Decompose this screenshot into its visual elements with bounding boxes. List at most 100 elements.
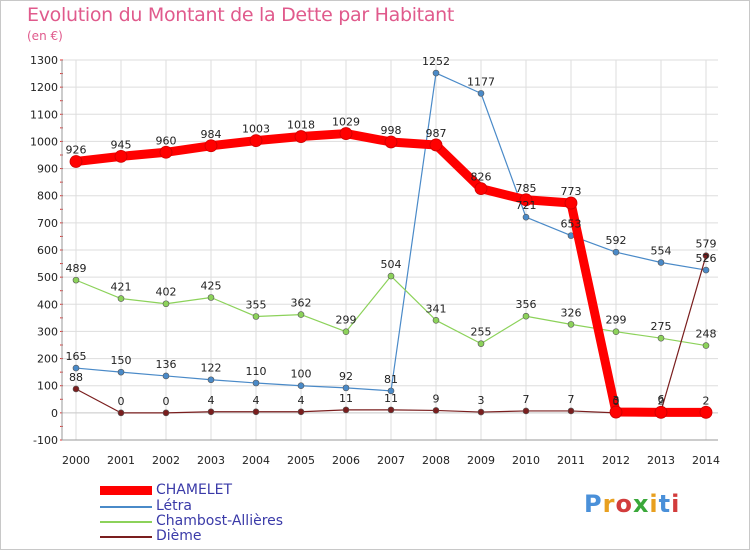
data-point (159, 145, 173, 159)
x-tick-label: 2005 (287, 454, 315, 467)
data-label: 721 (516, 199, 537, 212)
data-label: 275 (651, 320, 672, 333)
data-label: 3 (613, 394, 620, 407)
data-point (114, 149, 128, 163)
data-label: 653 (561, 218, 582, 231)
data-point (252, 379, 260, 387)
legend-label-chamelet: CHAMELET (156, 482, 233, 498)
data-label: 299 (336, 314, 357, 327)
x-tick-label: 2006 (332, 454, 360, 467)
y-tick-label: 200 (37, 353, 58, 366)
data-label: 7 (523, 393, 530, 406)
data-label: 0 (163, 395, 170, 408)
y-tick-label: 800 (37, 190, 58, 203)
data-point (477, 90, 485, 97)
data-label: 926 (66, 144, 87, 157)
data-label: 165 (66, 350, 87, 363)
data-label: 998 (381, 124, 402, 137)
y-tick-label: 1100 (30, 108, 58, 121)
data-label: 554 (651, 244, 672, 257)
data-point (117, 409, 125, 417)
y-tick-label: 600 (37, 244, 58, 257)
data-point (252, 408, 260, 416)
data-label: 299 (606, 314, 627, 327)
data-label: 150 (111, 354, 132, 367)
data-point (69, 155, 83, 168)
data-label: 425 (201, 280, 222, 293)
data-point (204, 139, 218, 153)
data-point (657, 334, 665, 342)
data-label: 1029 (332, 116, 360, 129)
data-label: 504 (381, 258, 402, 271)
data-label: 6 (658, 393, 665, 406)
data-label: 100 (291, 368, 312, 381)
data-point (384, 135, 398, 149)
data-label: 0 (118, 395, 125, 408)
data-label: 248 (696, 328, 717, 341)
data-label: 88 (69, 371, 83, 384)
x-tick-label: 2013 (647, 454, 675, 467)
data-point (297, 311, 305, 318)
data-label: 402 (156, 286, 177, 299)
x-tick-label: 2002 (152, 454, 180, 467)
data-point (519, 193, 533, 207)
data-point (162, 372, 170, 380)
data-point (432, 69, 440, 77)
data-point (207, 376, 215, 384)
data-point (342, 328, 350, 336)
data-label: 945 (111, 138, 132, 151)
data-label: 9 (433, 392, 440, 405)
data-label: 987 (426, 127, 447, 140)
legend-label-chambost: Chambost-Allières (156, 513, 284, 529)
data-label: 7 (568, 393, 575, 406)
y-tick-label: 300 (37, 325, 58, 338)
logo-letter: t (658, 490, 672, 518)
data-point (612, 328, 620, 336)
x-tick-label: 2007 (377, 454, 405, 467)
data-label: 4 (253, 394, 260, 407)
data-label: 2 (658, 394, 665, 407)
data-label: 4 (298, 394, 305, 407)
data-label: 255 (471, 326, 492, 339)
data-point (72, 385, 80, 393)
data-point (72, 276, 80, 284)
data-point (474, 182, 488, 196)
data-label: 421 (111, 281, 132, 294)
logo-letter: r (602, 490, 616, 518)
data-label: 826 (471, 171, 492, 184)
data-label: 0 (613, 395, 620, 408)
logo-letter: i (649, 490, 659, 518)
y-tick-label: 1200 (30, 81, 58, 94)
data-point (117, 295, 125, 302)
data-point (207, 294, 215, 301)
data-point (702, 342, 710, 349)
data-point (564, 196, 578, 210)
data-label: 11 (339, 392, 353, 405)
data-label: 1177 (467, 75, 495, 88)
logo-letter: x (632, 490, 650, 518)
legend-label-letra: Létra (156, 498, 192, 514)
data-label: 526 (696, 252, 717, 265)
chart-unit: (en €) (27, 29, 63, 43)
x-tick-label: 2001 (107, 454, 135, 467)
data-point (567, 321, 575, 328)
data-label: 356 (516, 298, 537, 311)
data-point (477, 340, 485, 347)
y-tick-label: 100 (37, 380, 58, 393)
data-point (294, 130, 308, 143)
x-tick-label: 2012 (602, 454, 630, 467)
legend-swatch-chamelet (100, 486, 152, 495)
data-point (432, 316, 440, 324)
data-point (702, 252, 710, 259)
y-tick-label: -100 (33, 434, 58, 447)
data-label: 110 (246, 365, 267, 378)
data-point (654, 405, 668, 419)
data-label: 489 (66, 262, 87, 275)
data-label: 579 (696, 238, 717, 251)
data-point (429, 138, 443, 152)
legend-swatch-dieme (100, 536, 152, 538)
x-tick-label: 2003 (197, 454, 225, 467)
data-point (162, 300, 170, 308)
y-tick-label: 400 (37, 298, 58, 311)
data-point (249, 134, 263, 148)
